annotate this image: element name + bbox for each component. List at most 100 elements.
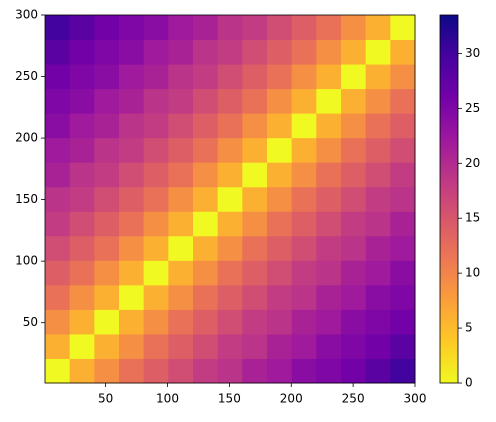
heatmap-cell [316, 88, 342, 114]
heatmap-cell [94, 284, 120, 310]
heatmap-cell [341, 333, 367, 359]
heatmap-cell [365, 284, 391, 310]
heatmap-cell [291, 15, 317, 41]
y-tick-label: 100 [15, 254, 38, 268]
heatmap-cell [341, 64, 367, 90]
heatmap-cell [45, 162, 71, 188]
heatmap-cell [341, 162, 367, 188]
heatmap-cell [341, 186, 367, 212]
heatmap-cell [143, 235, 169, 261]
heatmap-cell [94, 260, 120, 286]
heatmap-cell [267, 333, 293, 359]
heatmap-cell [69, 137, 95, 163]
heatmap-cell [69, 284, 95, 310]
heatmap-cell [143, 333, 169, 359]
heatmap-cell [242, 260, 268, 286]
heatmap-cell [143, 39, 169, 65]
heatmap-cell [390, 137, 416, 163]
heatmap-cell [242, 88, 268, 114]
heatmap-cell [267, 137, 293, 163]
heatmap-cell [143, 15, 169, 41]
heatmap-cell [390, 162, 416, 188]
heatmap-cell [119, 211, 145, 237]
heatmap-cell [45, 15, 71, 41]
heatmap-cell [217, 235, 243, 261]
heatmap-cell [267, 358, 293, 384]
heatmap-cell [143, 137, 169, 163]
heatmap-cell [267, 162, 293, 188]
y-tick-label: 200 [15, 131, 38, 145]
colorbar [439, 14, 459, 384]
heatmap-cell [365, 162, 391, 188]
heatmap-cell [119, 309, 145, 335]
heatmap-cell [45, 211, 71, 237]
heatmap-cell [45, 358, 71, 384]
heatmap-cell [217, 333, 243, 359]
heatmap-cell [291, 260, 317, 286]
heatmap-cell [390, 284, 416, 310]
heatmap-cell [45, 113, 71, 139]
heatmap-cell [341, 137, 367, 163]
heatmap-cell [69, 358, 95, 384]
heatmap-cell [341, 88, 367, 114]
heatmap-cell [267, 64, 293, 90]
heatmap-cell [94, 64, 120, 90]
heatmap-cell [119, 235, 145, 261]
heatmap-cell [365, 358, 391, 384]
heatmap-cell [316, 358, 342, 384]
heatmap-cell [69, 113, 95, 139]
heatmap-cell [168, 333, 194, 359]
heatmap-cell [94, 113, 120, 139]
heatmap-cell [267, 39, 293, 65]
heatmap-cell [168, 284, 194, 310]
heatmap-cell [267, 88, 293, 114]
heatmap-cell [291, 64, 317, 90]
heatmap-cell [341, 113, 367, 139]
heatmap-cell [143, 260, 169, 286]
heatmap-cell [119, 39, 145, 65]
heatmap-cell [193, 211, 219, 237]
heatmap-cell [291, 186, 317, 212]
heatmap-cell [45, 137, 71, 163]
heatmap-cell [193, 358, 219, 384]
heatmap-cell [365, 333, 391, 359]
heatmap-cell [242, 64, 268, 90]
heatmap-cell [94, 15, 120, 41]
heatmap-cell [94, 235, 120, 261]
heatmap-cell [94, 39, 120, 65]
heatmap-cell [341, 309, 367, 335]
heatmap-cell [316, 64, 342, 90]
heatmap-cell [390, 39, 416, 65]
heatmap-cell [242, 15, 268, 41]
heatmap-cell [168, 113, 194, 139]
heatmap-cell [69, 15, 95, 41]
heatmap-cell [365, 137, 391, 163]
heatmap-cell [45, 64, 71, 90]
x-tick-label: 200 [280, 392, 303, 406]
heatmap-cell [94, 162, 120, 188]
heatmap-cell [168, 309, 194, 335]
heatmap-cell [193, 260, 219, 286]
heatmap-cell [119, 162, 145, 188]
heatmap-cell [217, 260, 243, 286]
heatmap-cell [217, 211, 243, 237]
heatmap-cell [341, 284, 367, 310]
heatmap-cell [45, 186, 71, 212]
colorbar-tick-label: 30 [465, 46, 480, 60]
heatmap-cell [45, 235, 71, 261]
heatmap-cell [316, 333, 342, 359]
heatmap-cell [168, 64, 194, 90]
heatmap-cell [119, 15, 145, 41]
heatmap-cell [217, 15, 243, 41]
heatmap-cell [267, 284, 293, 310]
heatmap-cell [168, 358, 194, 384]
heatmap-cell [217, 137, 243, 163]
heatmap-cell [119, 333, 145, 359]
heatmap-cell [291, 333, 317, 359]
heatmap-cell [143, 309, 169, 335]
heatmap-cell [168, 15, 194, 41]
heatmap-cell [217, 39, 243, 65]
heatmap-cell [390, 186, 416, 212]
heatmap-cell [390, 358, 416, 384]
heatmap-cell [217, 186, 243, 212]
